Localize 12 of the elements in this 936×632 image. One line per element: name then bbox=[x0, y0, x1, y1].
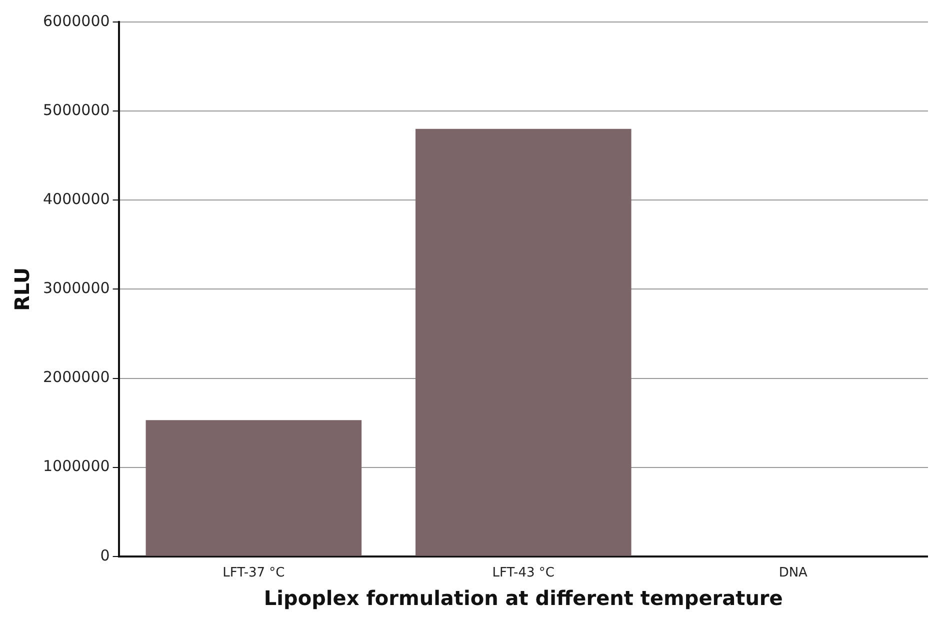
y-tick-label: 2000000 bbox=[42, 368, 110, 386]
y-tick-label: 1000000 bbox=[42, 457, 110, 476]
y-tick-label: 3000000 bbox=[42, 279, 110, 298]
x-tick-label: DNA bbox=[778, 566, 808, 581]
x-tick-label: LFT-37 °C bbox=[222, 566, 285, 581]
y-tick-label: 6000000 bbox=[42, 12, 110, 30]
y-tick-label: 0 bbox=[100, 546, 110, 564]
y-tick-label: 5000000 bbox=[42, 100, 110, 119]
x-tick-label: LFT-43 °C bbox=[492, 566, 554, 581]
y-tick-label: 4000000 bbox=[42, 190, 110, 208]
x-axis-title: Lipoplex formulation at different temperature bbox=[264, 586, 783, 610]
y-axis-title: RLU bbox=[10, 267, 34, 312]
